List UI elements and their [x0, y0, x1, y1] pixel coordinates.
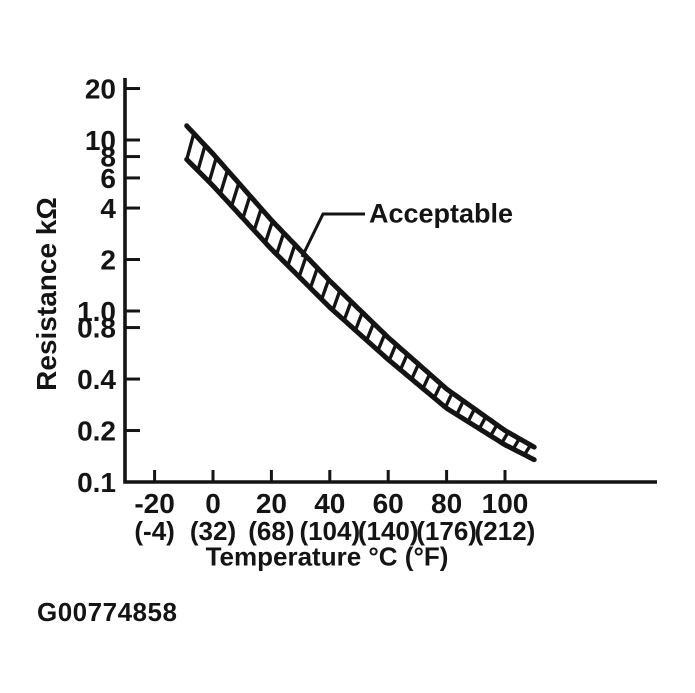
y-tick-label: 0.8 [77, 313, 116, 344]
x-tick-label-fahrenheit: (176) [416, 516, 477, 546]
y-tick-label: 6 [100, 163, 116, 194]
band-hatch-line [218, 168, 230, 196]
x-tick-label-celsius: 80 [431, 488, 462, 519]
y-tick-label: 1.0 [77, 296, 116, 327]
band-annotation-label: Acceptable [369, 198, 514, 229]
x-tick-label-fahrenheit: (140) [358, 516, 419, 546]
band-hatch-line [195, 143, 208, 173]
band-hatch-line [229, 181, 241, 208]
x-tick-label-fahrenheit: (32) [190, 516, 236, 546]
x-tick-label-fahrenheit: (-4) [134, 516, 174, 546]
annotation-leader-line [300, 212, 365, 258]
x-tick-label-celsius: 40 [314, 488, 345, 519]
axes [123, 78, 657, 484]
x-tick-label-celsius: -20 [134, 488, 174, 519]
y-tick-label: 8 [100, 142, 116, 173]
y-tick-label: 0.4 [77, 364, 116, 395]
lower-limit-curve [184, 156, 537, 463]
x-tick-label-celsius: 0 [205, 488, 221, 519]
y-axis-title: Resistance kΩ [31, 197, 62, 391]
x-tick-label-celsius: 20 [256, 488, 287, 519]
y-tick-label: 20 [85, 74, 116, 105]
x-tick-label-fahrenheit: (68) [248, 516, 294, 546]
x-tick-label-fahrenheit: (212) [475, 516, 536, 546]
band-hatch-line [184, 131, 196, 162]
y-tick-label: 0.1 [77, 467, 116, 498]
upper-limit-curve [184, 123, 537, 450]
y-tick-label: 2 [100, 245, 116, 276]
band-hatch-line [240, 193, 253, 221]
y-tick-label: 4 [100, 193, 116, 224]
figure-id-caption: G00774858 [37, 597, 178, 627]
y-tick-label: 10 [85, 125, 116, 156]
x-tick-label-celsius: 60 [373, 488, 404, 519]
x-tick-label-fahrenheit: (104) [299, 516, 360, 546]
band-hatch-line [207, 155, 219, 184]
x-axis-title: Temperature °C (°F) [205, 541, 449, 572]
x-tick-label-celsius: 100 [482, 488, 529, 519]
y-tick-label: 0.2 [77, 416, 116, 447]
